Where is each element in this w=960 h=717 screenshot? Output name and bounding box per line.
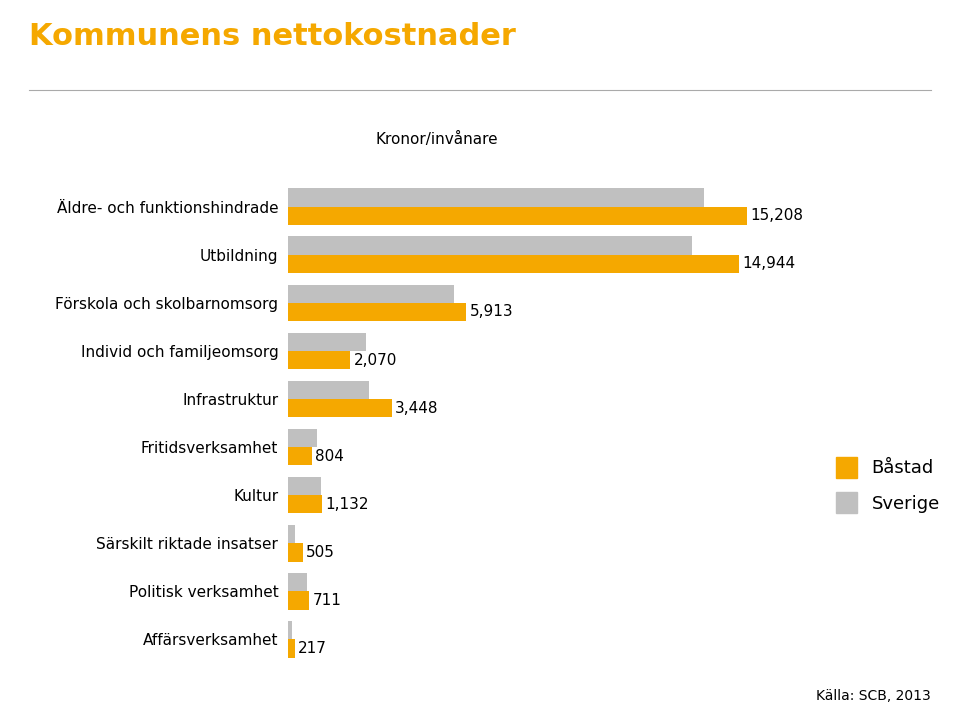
Text: 217: 217 [298, 641, 326, 656]
Text: Källa: SCB, 2013: Källa: SCB, 2013 [816, 688, 931, 703]
Text: 3,448: 3,448 [396, 401, 439, 416]
Bar [288, 255, 739, 273]
Bar [288, 303, 467, 321]
Bar [288, 573, 307, 592]
Bar [288, 333, 367, 351]
Legend: Båstad, Sverige: Båstad, Sverige [835, 457, 940, 513]
Bar [288, 621, 292, 640]
Bar [288, 381, 370, 399]
Bar [288, 447, 312, 465]
Text: 2,070: 2,070 [353, 353, 396, 368]
Bar [288, 592, 309, 609]
Text: 1,132: 1,132 [325, 497, 369, 512]
Bar [288, 189, 705, 206]
Bar [288, 495, 323, 513]
Bar [288, 477, 322, 495]
Bar [288, 285, 454, 303]
Text: Kronor/invånare: Kronor/invånare [375, 132, 498, 147]
Text: 804: 804 [315, 449, 344, 464]
Bar [288, 206, 747, 225]
Text: Kommunens nettokostnader: Kommunens nettokostnader [29, 22, 516, 50]
Text: 505: 505 [306, 545, 335, 560]
Bar [288, 429, 317, 447]
Text: 14,944: 14,944 [742, 257, 795, 271]
Bar [288, 237, 692, 255]
Bar [288, 525, 295, 543]
Text: 15,208: 15,208 [750, 208, 803, 223]
Text: 711: 711 [312, 593, 342, 608]
Bar [288, 399, 392, 417]
Bar [288, 543, 303, 561]
Bar [288, 351, 350, 369]
Text: 5,913: 5,913 [469, 305, 513, 320]
Bar [288, 640, 295, 657]
